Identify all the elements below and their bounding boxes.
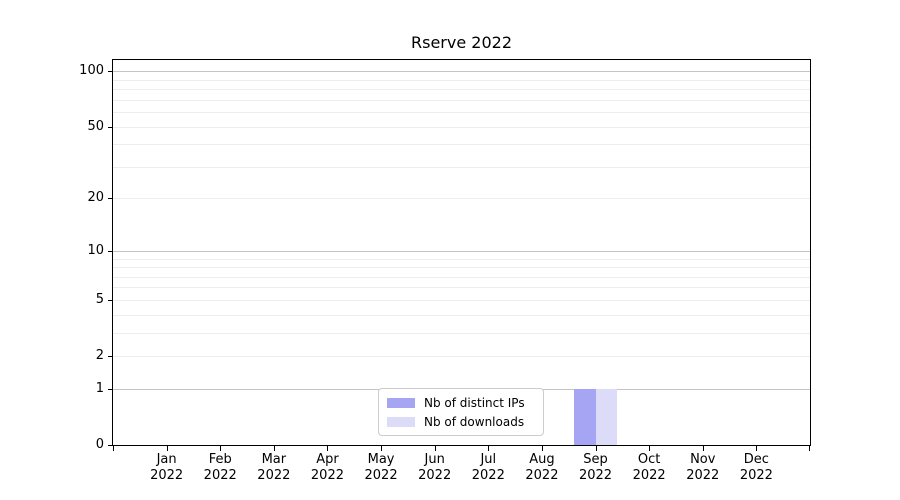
- x-tick-month: May: [367, 452, 395, 467]
- y-tick-5: [108, 299, 113, 301]
- x-tick-label-sep: Sep 2022: [564, 452, 628, 484]
- y-tick-0: [108, 445, 113, 446]
- x-tick-axis-end: [809, 446, 810, 451]
- gridline-7: [113, 276, 810, 278]
- x-tick-year: 2022: [418, 468, 452, 483]
- x-tick-aug: [541, 446, 543, 451]
- gridline-2: [113, 356, 810, 358]
- legend-swatch-downloads: [387, 416, 415, 427]
- x-tick-nov: [702, 446, 704, 451]
- y-tick-label-1: 1: [95, 380, 104, 396]
- x-tick-label-jul: Jul 2022: [456, 452, 520, 484]
- x-tick-year: 2022: [310, 468, 344, 483]
- x-tick-label-nov: Nov 2022: [671, 452, 735, 484]
- x-tick-apr: [327, 446, 329, 451]
- gridline-80: [113, 89, 810, 91]
- x-tick-label-jun: Jun 2022: [403, 452, 467, 484]
- y-tick-label-20: 20: [87, 190, 104, 206]
- y-tick-label-10: 10: [87, 242, 104, 258]
- gridline-40: [113, 144, 810, 146]
- y-tick-1: [108, 388, 113, 390]
- y-tick-label-100: 100: [79, 63, 104, 79]
- gridline-60: [113, 112, 810, 114]
- x-tick-label-may: May 2022: [349, 452, 413, 484]
- y-tick-10: [108, 250, 113, 252]
- x-tick-month: Apr: [316, 452, 339, 467]
- x-tick-dec: [756, 446, 758, 451]
- y-tick-label-50: 50: [87, 118, 104, 134]
- gridline-50: [113, 126, 810, 128]
- x-tick-month: Jan: [156, 452, 177, 467]
- x-tick-year: 2022: [364, 468, 398, 483]
- y-tick-label-2: 2: [95, 348, 104, 364]
- x-tick-label-dec: Dec 2022: [724, 452, 788, 484]
- y-tick-2: [108, 356, 113, 358]
- legend-item-downloads: Nb of downloads: [387, 415, 535, 429]
- x-tick-label-mar: Mar 2022: [242, 452, 306, 484]
- x-tick-month: Sep: [583, 452, 608, 467]
- x-tick-year: 2022: [471, 468, 505, 483]
- gridline-9: [113, 258, 810, 260]
- x-tick-month: Aug: [529, 452, 555, 467]
- x-tick-month: Dec: [743, 452, 769, 467]
- chart-title: Rserve 2022: [411, 33, 512, 52]
- x-tick-month: Jun: [424, 452, 445, 467]
- gridline-8: [113, 267, 810, 269]
- x-tick-month: Feb: [208, 452, 232, 467]
- x-tick-label-feb: Feb 2022: [188, 452, 252, 484]
- gridline-100: [113, 71, 810, 73]
- x-tick-year: 2022: [578, 468, 613, 483]
- x-tick-sep: [595, 446, 597, 451]
- bar-downloads-sep: [595, 388, 618, 445]
- x-tick-year: 2022: [525, 468, 559, 483]
- gridline-10: [113, 250, 810, 252]
- x-tick-year: 2022: [686, 468, 720, 483]
- x-tick-may: [381, 446, 383, 451]
- x-tick-label-oct: Oct 2022: [617, 452, 681, 484]
- x-tick-label-apr: Apr 2022: [295, 452, 359, 484]
- x-tick-mar: [273, 446, 275, 451]
- y-tick-100: [108, 71, 113, 73]
- plot-area: [112, 59, 811, 446]
- y-tick-50: [108, 126, 113, 128]
- y-tick-20: [108, 198, 113, 200]
- x-tick-month: Mar: [261, 452, 287, 467]
- x-tick-jun: [434, 446, 436, 451]
- gridline-30: [113, 166, 810, 168]
- gridline-3: [113, 332, 810, 334]
- x-tick-axis-start: [113, 446, 114, 451]
- gridline-70: [113, 99, 810, 101]
- x-tick-label-jan: Jan 2022: [135, 452, 199, 484]
- legend-swatch-distinct-ips: [387, 397, 415, 408]
- gridline-20: [113, 198, 810, 200]
- legend-label-downloads: Nb of downloads: [424, 414, 525, 429]
- x-tick-year: 2022: [203, 468, 237, 483]
- x-tick-feb: [220, 446, 222, 451]
- legend-item-distinct-ips: Nb of distinct IPs: [387, 396, 535, 410]
- bar-distinct-ips-sep: [574, 388, 596, 445]
- x-tick-year: 2022: [632, 468, 666, 483]
- gridline-5: [113, 299, 810, 301]
- x-tick-month: Jul: [480, 452, 497, 467]
- x-tick-year: 2022: [739, 468, 773, 483]
- gridline-4: [113, 314, 810, 316]
- legend-label-distinct-ips: Nb of distinct IPs: [424, 395, 525, 410]
- x-tick-jan: [166, 446, 168, 451]
- x-tick-label-aug: Aug 2022: [510, 452, 574, 484]
- y-tick-label-5: 5: [95, 291, 104, 307]
- x-tick-year: 2022: [257, 468, 291, 483]
- x-tick-oct: [649, 446, 651, 451]
- x-tick-year: 2022: [150, 468, 184, 483]
- x-tick-jul: [488, 446, 490, 451]
- y-tick-label-0: 0: [95, 437, 104, 452]
- x-tick-month: Nov: [690, 452, 716, 467]
- gridline-6: [113, 287, 810, 289]
- gridline-90: [113, 79, 810, 81]
- legend: Nb of distinct IPs Nb of downloads: [378, 388, 544, 436]
- x-tick-month: Oct: [637, 452, 661, 467]
